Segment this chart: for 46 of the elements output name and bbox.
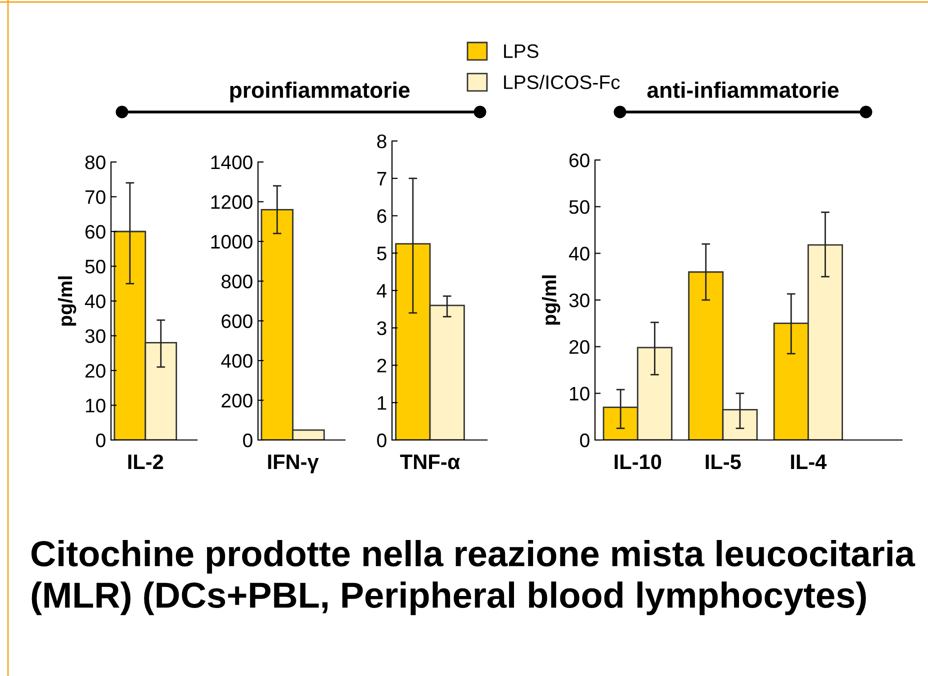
- y-tick-label: 3: [377, 321, 386, 336]
- y-tick-label: 5: [377, 246, 386, 260]
- y-tick-label: 70: [86, 190, 106, 204]
- y-axis-title: pg/ml: [58, 276, 76, 326]
- y-tick-label: 200: [222, 394, 252, 408]
- y-tick-label: 20: [569, 340, 590, 354]
- y-tick-label: 0: [243, 433, 252, 448]
- y-tick-label: 50: [85, 260, 106, 274]
- y-tick-label: 80: [85, 155, 106, 170]
- y-tick-label: 400: [221, 354, 252, 368]
- y-tick-label: 60: [570, 153, 590, 168]
- y-tick-label: 1000: [211, 234, 252, 249]
- y-tick-label: 30: [85, 329, 106, 343]
- x-tick-label: TNF-α: [400, 454, 460, 470]
- y-tick-label: 600: [222, 314, 252, 328]
- y-tick-label: 30: [569, 293, 590, 308]
- y-tick-label: 4: [376, 284, 387, 298]
- y-tick-label: 1: [378, 396, 386, 410]
- text: proinfiammatorie: [230, 82, 410, 102]
- y-tick-label: 8: [377, 134, 386, 148]
- y-tick-label: 1400: [211, 155, 252, 170]
- y-tick-label: 40: [568, 246, 590, 261]
- y-tick-label: 10: [570, 386, 590, 401]
- y-tick-label: 7: [377, 172, 386, 186]
- y-tick-label: 0: [580, 433, 590, 448]
- y-tick-label: 10: [86, 398, 106, 412]
- y-axis-title: pg/ml: [542, 275, 560, 325]
- y-tick-label: 20: [85, 364, 106, 378]
- y-tick-label: 1200: [211, 195, 252, 209]
- y-tick-label: 60: [86, 224, 106, 239]
- text: Citochine prodotte nella reazione mista leucocitaria (MLR) (DCs+PBL, Peripheral blood lymphocytes): [31, 540, 916, 616]
- y-tick-label: 50: [569, 200, 590, 214]
- legend-label: LPS/ICOS-Fc: [504, 74, 620, 90]
- y-tick-label: 6: [377, 209, 386, 223]
- y-tick-label: 0: [377, 433, 386, 448]
- y-tick-label: 2: [377, 358, 386, 372]
- x-tick-label: IL-5: [706, 454, 741, 470]
- x-tick-label: IL-4: [791, 454, 827, 469]
- x-tick-label: IL-2: [128, 454, 164, 469]
- text: anti-infiammatorie: [647, 82, 839, 98]
- y-tick-label: 800: [222, 274, 252, 288]
- legend-label: LPS: [504, 44, 538, 58]
- x-tick-label: IL-10: [614, 454, 662, 470]
- x-tick-label: IFN-γ: [268, 454, 319, 474]
- y-tick-label: 40: [84, 294, 106, 308]
- y-tick-label: 0: [96, 433, 106, 448]
